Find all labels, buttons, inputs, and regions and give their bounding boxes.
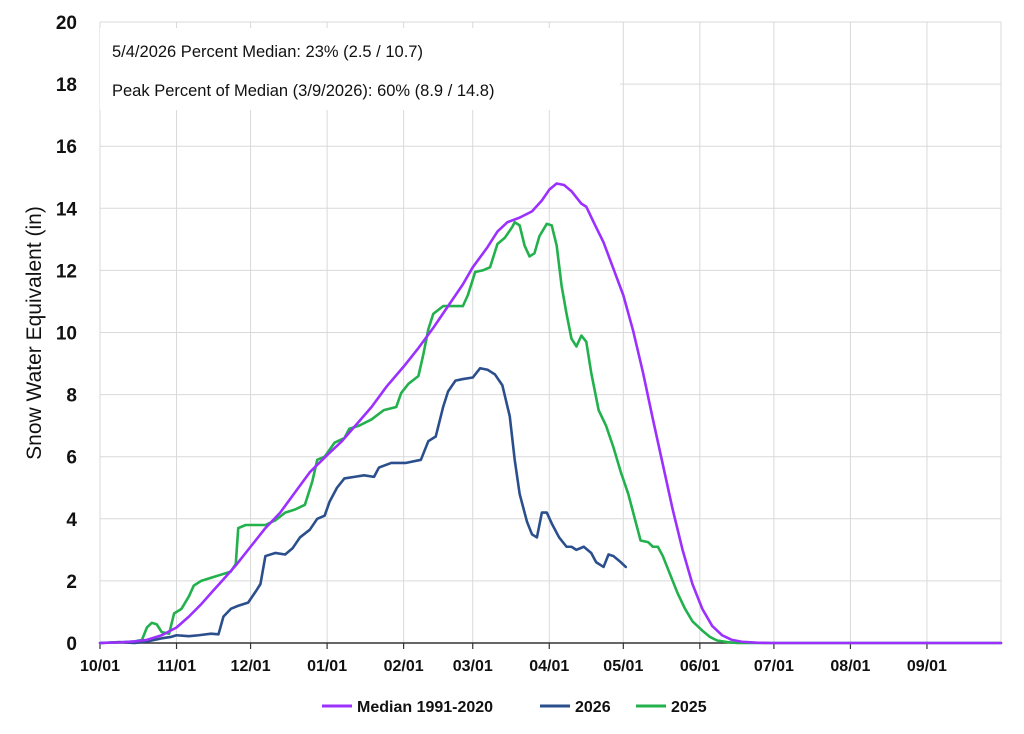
y-tick-label: 16 <box>56 137 77 158</box>
y-tick-label: 8 <box>66 386 77 407</box>
legend-label-median-1991-2020: Median 1991-2020 <box>357 699 493 716</box>
series-line-median-1991-2020 <box>98 182 1003 645</box>
x-tick-label: 09/01 <box>907 658 947 675</box>
y-tick-label: 18 <box>56 75 77 96</box>
x-tick-labels: 10/01 11/01 12/01 01/01 02/01 03/01 04/01 05/01… <box>80 658 947 675</box>
y-tick-label: 2 <box>66 572 77 593</box>
y-tick-label: 6 <box>66 448 77 469</box>
x-tick-label: 03/01 <box>453 658 493 675</box>
y-tick-label: 14 <box>56 199 78 220</box>
x-tick-label: 10/01 <box>80 658 120 675</box>
x-tick-label: 08/01 <box>830 658 870 675</box>
legend-label-2026: 2026 <box>575 699 611 716</box>
y-tick-label: 12 <box>56 261 77 282</box>
series-line-2026 <box>98 366 628 645</box>
series-lines <box>98 182 1003 645</box>
x-tick-label: 05/01 <box>603 658 643 675</box>
legend-label-2025: 2025 <box>671 699 707 716</box>
annotation-percent-median: 5/4/2026 Percent Median: 23% (2.5 / 10.7… <box>112 43 423 61</box>
annotation-box <box>100 28 620 110</box>
x-tick-label: 07/01 <box>754 658 794 675</box>
x-tick-label: 11/01 <box>157 658 196 675</box>
x-tick-label: 04/01 <box>529 658 569 675</box>
y-tick-labels: 0 2 4 6 8 10 12 14 16 18 20 <box>56 13 78 655</box>
y-tick-label: 10 <box>56 324 77 345</box>
series-line-2025 <box>98 220 1003 645</box>
x-tick-label: 06/01 <box>680 658 720 675</box>
x-tick-label: 02/01 <box>384 658 424 675</box>
y-tick-label: 4 <box>66 510 77 531</box>
y-axis-label: Snow Water Equivalent (in) <box>23 206 46 460</box>
annotation-peak-percent: Peak Percent of Median (3/9/2026): 60% (… <box>112 82 494 100</box>
y-tick-label: 20 <box>56 13 77 34</box>
x-tick-label: 01/01 <box>307 658 347 675</box>
legend: Median 1991-2020 2026 2025 <box>322 699 707 716</box>
y-tick-label: 0 <box>66 634 77 655</box>
x-tick-label: 12/01 <box>231 658 271 675</box>
